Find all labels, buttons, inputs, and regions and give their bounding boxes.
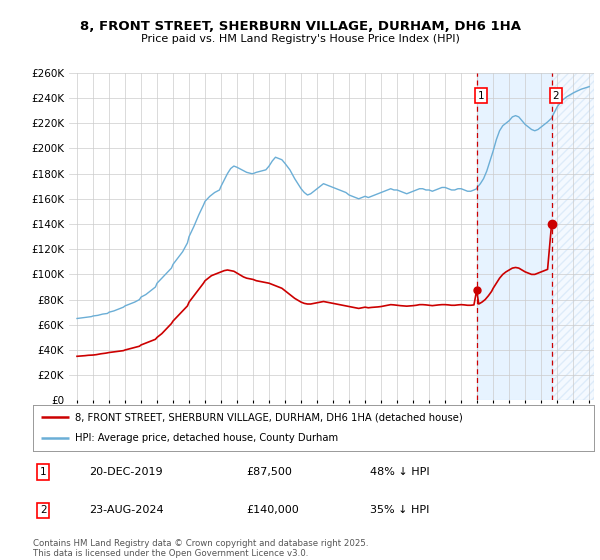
Text: 20-DEC-2019: 20-DEC-2019 xyxy=(89,467,163,477)
Text: Contains HM Land Registry data © Crown copyright and database right 2025.
This d: Contains HM Land Registry data © Crown c… xyxy=(33,539,368,558)
Text: 48% ↓ HPI: 48% ↓ HPI xyxy=(370,467,429,477)
Text: 23-AUG-2024: 23-AUG-2024 xyxy=(89,506,164,515)
Text: £87,500: £87,500 xyxy=(246,467,292,477)
Text: 35% ↓ HPI: 35% ↓ HPI xyxy=(370,506,429,515)
Text: 2: 2 xyxy=(40,506,46,515)
Text: 8, FRONT STREET, SHERBURN VILLAGE, DURHAM, DH6 1HA (detached house): 8, FRONT STREET, SHERBURN VILLAGE, DURHA… xyxy=(75,412,463,422)
Text: HPI: Average price, detached house, County Durham: HPI: Average price, detached house, Coun… xyxy=(75,433,338,444)
Bar xyxy=(551,73,594,400)
Bar xyxy=(476,73,551,400)
Text: 1: 1 xyxy=(40,467,46,477)
Text: £140,000: £140,000 xyxy=(246,506,299,515)
Text: Price paid vs. HM Land Registry's House Price Index (HPI): Price paid vs. HM Land Registry's House … xyxy=(140,34,460,44)
Text: 2: 2 xyxy=(552,91,559,101)
Text: 8, FRONT STREET, SHERBURN VILLAGE, DURHAM, DH6 1HA: 8, FRONT STREET, SHERBURN VILLAGE, DURHA… xyxy=(79,20,521,32)
Text: 1: 1 xyxy=(478,91,484,101)
